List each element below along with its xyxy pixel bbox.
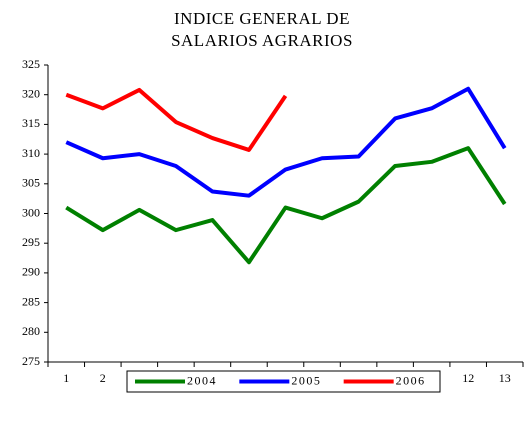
legend-label: 2006 [396, 373, 426, 387]
x-tick-label: 1 [63, 371, 69, 385]
y-tick-label: 310 [22, 146, 40, 160]
y-tick-label: 320 [22, 86, 40, 100]
x-tick-label: 2 [100, 371, 106, 385]
y-tick-label: 280 [22, 324, 40, 338]
y-tick-label: 295 [22, 235, 40, 249]
y-tick-label: 300 [22, 205, 40, 219]
y-tick-label: 275 [22, 354, 40, 368]
series-line [65, 86, 507, 198]
x-tick-label: 12 [462, 371, 474, 385]
y-tick-label: 325 [22, 57, 40, 71]
y-tick-label: 285 [22, 294, 40, 308]
chart-title: INDICE GENERAL DE SALARIOS AGRARIOS [171, 9, 353, 50]
x-tick-label: 13 [499, 371, 511, 385]
legend-label: 2005 [291, 373, 321, 387]
y-tick-label: 290 [22, 265, 40, 279]
y-tick-label: 305 [22, 176, 40, 190]
series-line [65, 87, 288, 152]
series-line [65, 146, 507, 265]
legend-label: 2004 [187, 373, 217, 387]
y-tick-label: 315 [22, 116, 40, 130]
